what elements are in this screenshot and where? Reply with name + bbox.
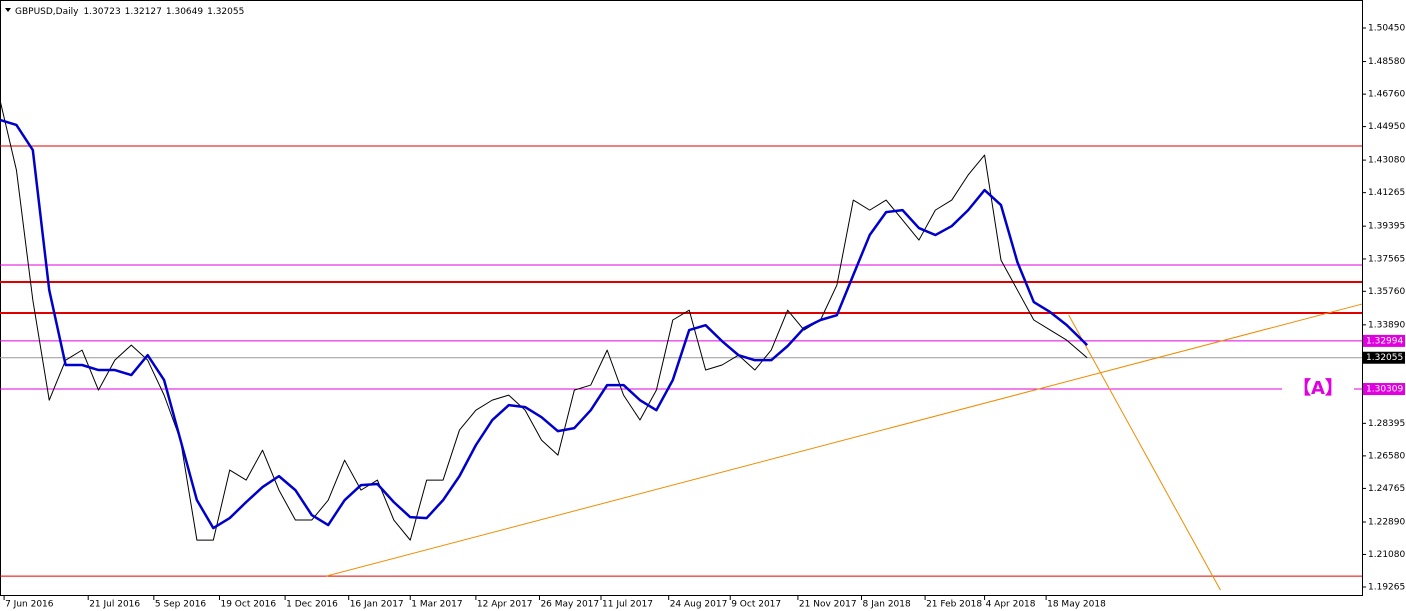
y-tick-label: 1.26580 (1368, 451, 1405, 461)
annotation: 【A】 (1293, 378, 1343, 399)
y-tick-label: 1.22890 (1368, 518, 1405, 528)
trend-line (1068, 314, 1221, 591)
plot-frame (0, 0, 1363, 596)
y-tick-label: 1.35760 (1368, 287, 1405, 297)
y-tick-label: 1.28395 (1368, 419, 1405, 429)
y-tick-label: 1.44950 (1368, 122, 1405, 132)
x-tick-label: 21 Nov 2017 (799, 600, 857, 610)
x-tick-label: 1 Dec 2016 (286, 600, 338, 610)
series-line (0, 118, 1089, 530)
price-tag-label: 1.32055 (1366, 353, 1403, 363)
series-line (0, 99, 1088, 541)
x-tick-label: 19 Oct 2016 (220, 600, 276, 610)
annotation-bg (1282, 379, 1354, 400)
menu-arrow (5, 8, 11, 12)
level-tag-label: 1.32994 (1366, 336, 1403, 346)
symbol: GBPUSD,Daily (15, 7, 79, 17)
level-tag (1363, 383, 1405, 396)
low: 1.30649 (166, 7, 203, 17)
y-tick-label: 1.43080 (1368, 156, 1405, 166)
close: 1.32055 (207, 7, 244, 17)
y-tick-label: 1.46760 (1368, 90, 1405, 100)
y-tick-label: 1.41265 (1368, 188, 1405, 198)
y-tick-label: 1.24765 (1368, 484, 1405, 494)
y-tick-label: 1.33890 (1368, 320, 1405, 330)
y-tick-label: 1.50450 (1368, 23, 1405, 33)
x-tick-label: 8 Jan 2018 (863, 600, 911, 610)
x-tick-label: 4 Apr 2018 (986, 600, 1036, 610)
x-tick-label: 5 Sep 2016 (155, 600, 207, 610)
header: GBPUSD,Daily 1.30723 1.32127 1.30649 1.32055 (15, 7, 244, 17)
x-tick-label: 16 Jan 2017 (350, 600, 404, 610)
level-tag (1363, 334, 1405, 347)
level-tag-label: 1.30309 (1366, 385, 1403, 395)
y-tick-label: 1.19265 (1368, 583, 1405, 593)
trend-line (326, 303, 1363, 577)
x-tick-label: 11 Jul 2017 (602, 600, 653, 610)
x-tick-label: 18 May 2018 (1047, 600, 1106, 610)
price-tag (1363, 351, 1405, 364)
high: 1.32127 (125, 7, 162, 17)
x-tick-label: 9 Oct 2017 (731, 600, 781, 610)
x-tick-label: 26 May 2017 (540, 600, 599, 610)
x-tick-label: 21 Feb 2018 (926, 600, 982, 610)
x-tick-label: 1 Mar 2017 (411, 600, 462, 610)
x-tick-label: 24 Aug 2017 (670, 600, 728, 610)
x-tick-label: 21 Jul 2016 (89, 600, 140, 610)
x-tick-label: 7 Jun 2016 (5, 600, 54, 610)
y-tick-label: 1.39395 (1368, 222, 1405, 232)
y-tick-label: 1.48580 (1368, 57, 1405, 67)
x-tick-label: 12 Apr 2017 (477, 600, 533, 610)
y-tick-label: 1.37565 (1368, 254, 1405, 264)
open: 1.30723 (83, 7, 120, 17)
y-tick-label: 1.21080 (1368, 550, 1405, 560)
